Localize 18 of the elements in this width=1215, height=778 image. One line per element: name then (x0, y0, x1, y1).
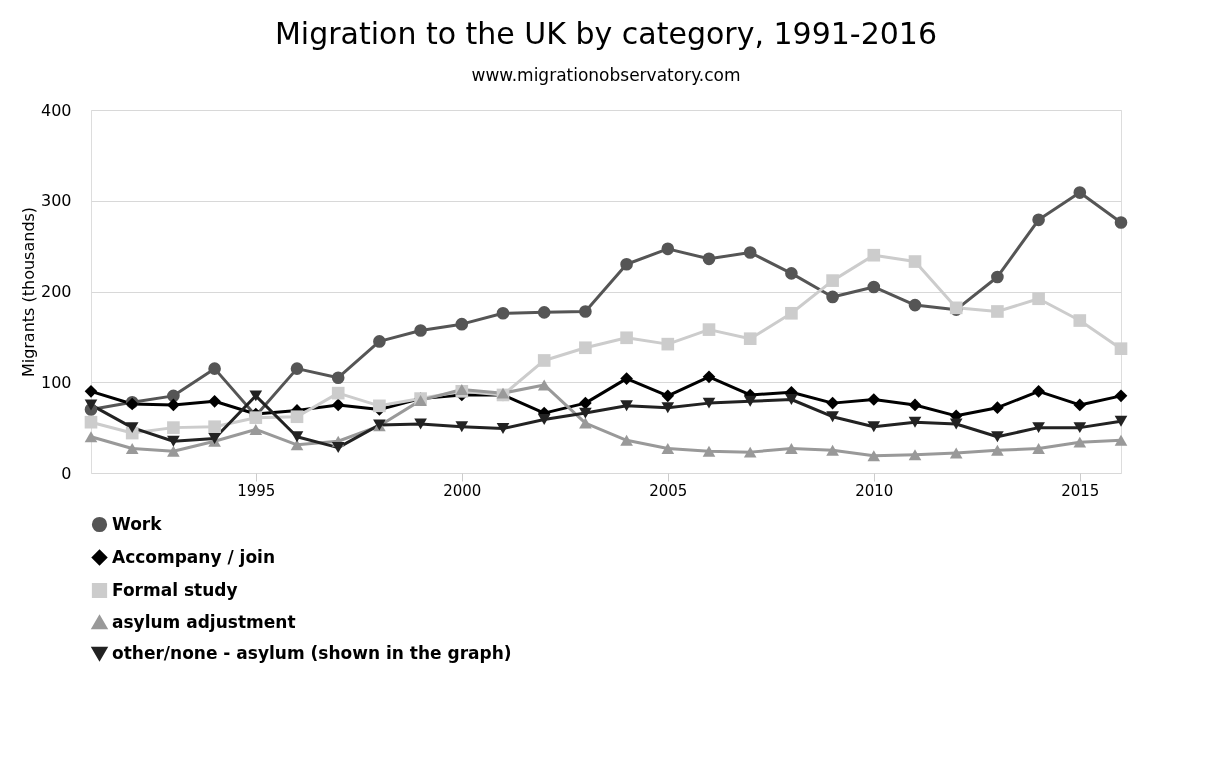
y-tick-label: 100 (40, 372, 72, 392)
y-tick-label: 300 (40, 191, 72, 211)
chart-title: Migration to the UK by category, 1991-2016 (274, 16, 938, 51)
x-tick-label: 2005 (649, 481, 688, 500)
y-axis-title: Migrants (thousands) (18, 206, 38, 378)
legend-label: Formal study (112, 579, 238, 600)
chart-subtitle: www.migrationobservatory.com (471, 65, 741, 85)
legend-label: asylum adjustment (112, 611, 296, 632)
legend-label: Work (112, 513, 163, 534)
x-tick-label: 2010 (855, 481, 894, 500)
y-tick-label: 400 (40, 100, 72, 120)
x-tick-label: 1995 (237, 481, 276, 500)
y-tick-label: 0 (61, 463, 72, 483)
x-tick-label: 2015 (1061, 481, 1100, 500)
legend-label: other/none - asylum (shown in the graph) (112, 642, 512, 663)
legend-label: Accompany / join (112, 546, 276, 567)
x-tick-label: 2000 (443, 481, 482, 500)
y-tick-label: 200 (40, 282, 72, 301)
